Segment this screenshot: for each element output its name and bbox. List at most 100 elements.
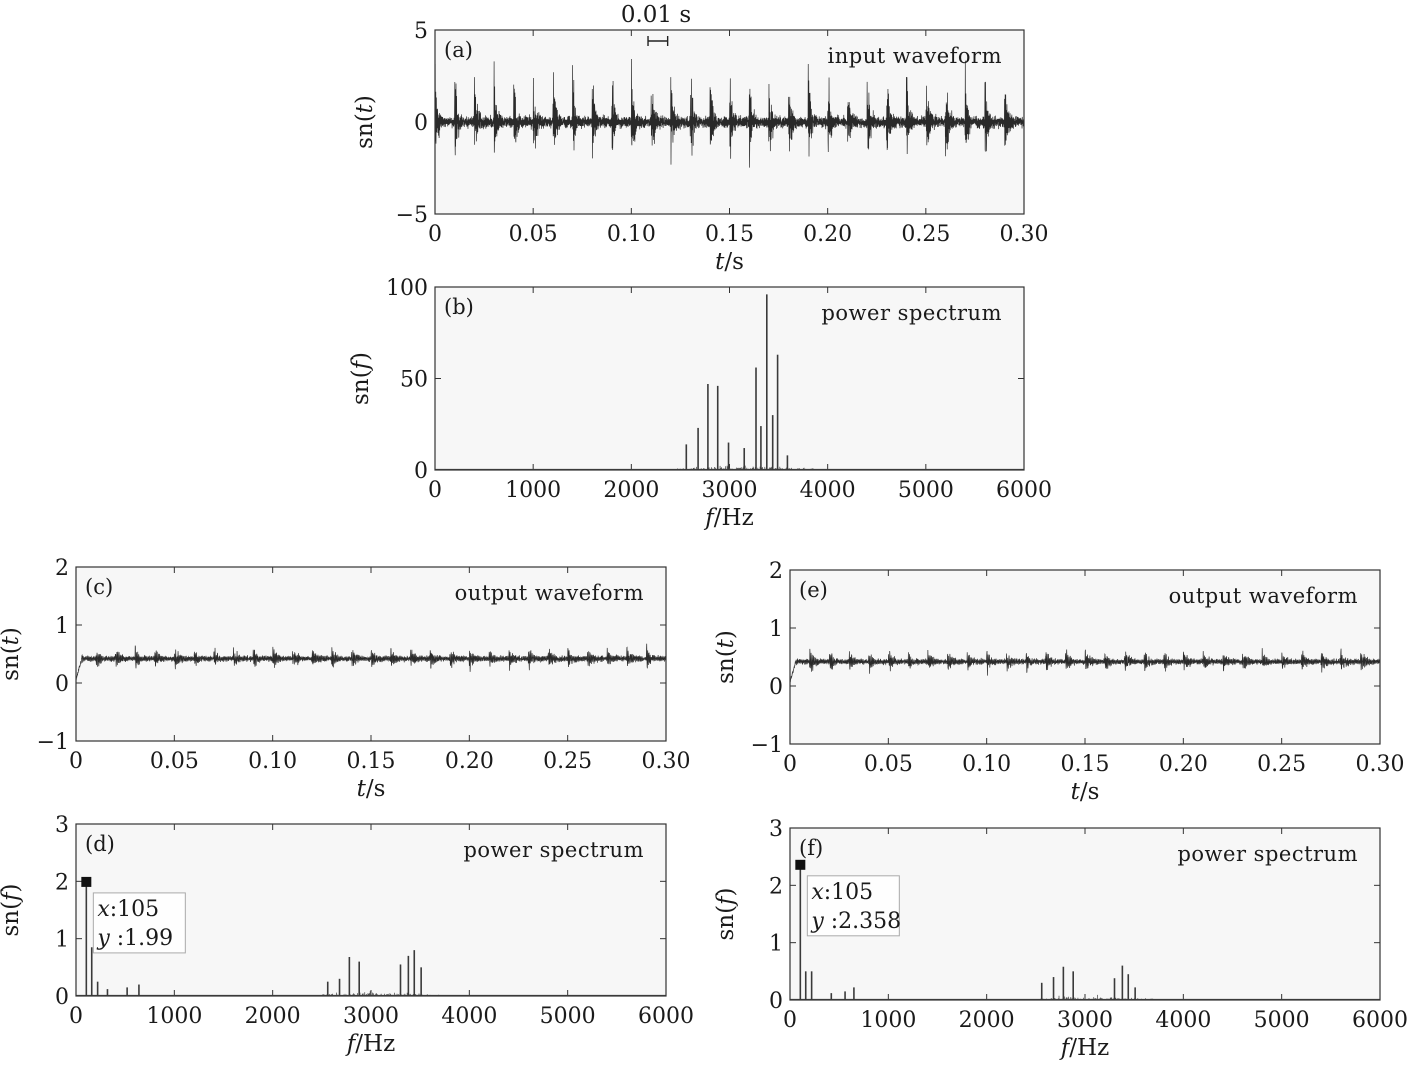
x-tick-label: 1000 [146,1004,202,1029]
x-tick-label: 0.05 [864,752,913,777]
x-tick-label: 0.10 [607,222,656,247]
datatip-marker[interactable] [81,876,92,887]
chart-title: power spectrum [463,838,644,862]
x-tick-label: 0 [428,478,442,503]
y-axis-label: sn(t) [352,95,378,149]
y-tick-label: 5 [414,19,428,44]
y-tick-label: 1 [55,614,69,639]
y-tick-label: 2 [55,556,69,581]
datatip-y: y :2.358 [810,909,901,934]
x-tick-label: 0.25 [901,222,950,247]
x-tick-label: 3000 [702,478,758,503]
chart-title: input waveform [828,44,1002,68]
x-tick-label: 0.25 [543,749,592,774]
y-tick-label: 50 [400,368,428,393]
y-tick-label: −1 [751,733,783,758]
panel-label: (a) [444,38,473,62]
x-tick-label: 3000 [343,1004,399,1029]
x-axis-label: t/s [715,249,744,275]
x-axis-label: f/Hz [345,1031,395,1057]
plot-frame [75,566,667,742]
x-tick-label: 2000 [245,1004,301,1029]
x-tick-label: 0.15 [347,749,396,774]
y-tick-label: 0 [414,111,428,136]
x-tick-label: 0.25 [1257,752,1306,777]
x-tick-label: 0 [69,749,83,774]
chart-title: output waveform [1169,584,1358,608]
x-tick-label: 0.20 [445,749,494,774]
x-tick-label: 0 [783,752,797,777]
chart-title: output waveform [455,581,644,605]
x-tick-label: 2000 [603,478,659,503]
plot-frame [434,286,1025,471]
panel-label: (e) [799,578,828,602]
datatip-y: y :1.99 [96,926,173,951]
x-tick-label: 0.05 [509,222,558,247]
y-tick-label: 1 [769,617,783,642]
x-axis-label: f/Hz [703,505,753,531]
x-tick-label: 6000 [1352,1008,1408,1033]
x-tick-label: 3000 [1057,1008,1113,1033]
panel-label: (c) [85,575,113,599]
y-tick-label: 0 [769,675,783,700]
panel-d: 0 1000 2000 3000 4000 5000 6000 0 1 2 3 x:105 y :1.9… [0,813,694,1057]
x-tick-label: 6000 [638,1004,694,1029]
y-tick-label: 0 [55,672,69,697]
x-tick-label: 0.15 [1061,752,1110,777]
x-tick-label: 2000 [959,1008,1015,1033]
y-tick-label: −1 [37,730,69,755]
y-tick-label: 2 [769,559,783,584]
datatip-x: x:105 [811,880,873,905]
panel-f: 0 1000 2000 3000 4000 5000 6000 0 1 2 3 x:105 y :2.3… [713,817,1408,1061]
y-tick-label: 0 [414,459,428,484]
x-tick-label: 0 [69,1004,83,1029]
x-tick-label: 1000 [505,478,561,503]
x-tick-label: 0.10 [248,749,297,774]
x-tick-label: 0.05 [150,749,199,774]
x-tick-label: 0 [783,1008,797,1033]
panel-label: (d) [85,832,115,856]
y-tick-label: 0 [769,989,783,1014]
y-tick-label: −5 [396,203,428,228]
plot-frame [789,569,1381,745]
y-tick-label: 1 [769,932,783,957]
x-axis-label: t/s [1071,779,1100,805]
x-tick-label: 0.15 [705,222,754,247]
x-tick-label: 0 [428,222,442,247]
x-tick-label: 4000 [441,1004,497,1029]
datatip-x: x:105 [97,897,159,922]
y-tick-label: 100 [386,276,428,301]
x-tick-label: 6000 [996,478,1052,503]
datatip-box [92,892,186,954]
x-tick-label: 0.30 [642,749,691,774]
x-axis-label: f/Hz [1059,1035,1109,1061]
plot-frame [75,823,667,997]
y-axis-label: sn(t) [713,630,739,684]
x-axis-label: t/s [357,776,386,802]
y-tick-label: 2 [769,874,783,899]
scale-bar-label: 0.01 s [621,2,691,28]
scale-bar [647,36,669,46]
y-tick-label: 3 [769,817,783,842]
datatip-marker[interactable] [795,859,806,870]
plot-frame [434,29,1025,215]
series-line [789,648,1381,683]
x-tick-label: 5000 [540,1004,596,1029]
plot-frame [789,827,1381,1001]
panel-a: 0 0.05 0.10 0.15 0.20 0.25 0.30−505(a) input wa… [352,19,1048,275]
x-tick-label: 5000 [898,478,954,503]
x-tick-label: 4000 [800,478,856,503]
panel-label: (b) [444,295,474,319]
x-tick-label: 1000 [860,1008,916,1033]
y-axis-label: sn(f) [0,883,24,936]
x-tick-label: 5000 [1254,1008,1310,1033]
x-tick-label: 0.10 [962,752,1011,777]
panel-label: (f) [799,836,823,860]
series-line [434,58,1025,168]
panel-b: 0 1000 2000 3000 4000 5000 6000 0 50 100 (b) power … [348,276,1052,531]
x-tick-label: 0.20 [803,222,852,247]
y-tick-label: 3 [55,813,69,838]
y-axis-label: sn(t) [0,627,24,681]
